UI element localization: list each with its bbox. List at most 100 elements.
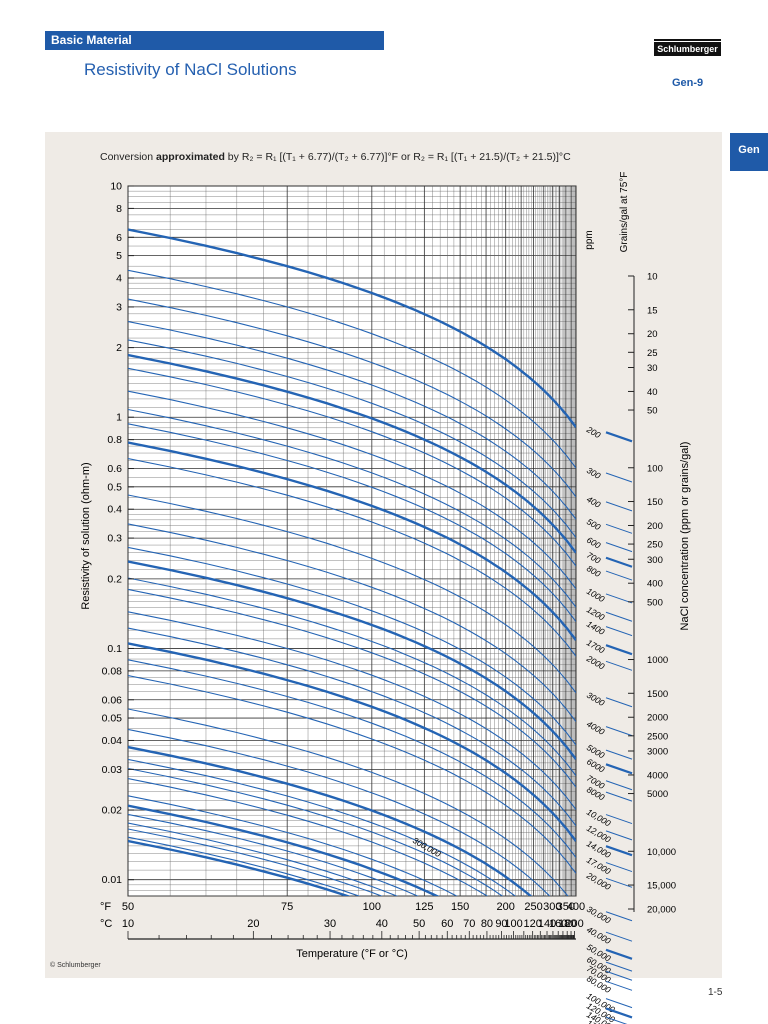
- grains-label: 200: [647, 521, 663, 532]
- x-tick-label-f: 350: [557, 901, 575, 913]
- y-tick-label: 0.2: [107, 573, 122, 585]
- x-tick-label-f: 125: [415, 901, 433, 913]
- series-line: [128, 321, 576, 520]
- y-tick-label: 0.03: [102, 764, 123, 776]
- ppm-connector: [605, 814, 633, 825]
- grains-label: 10: [647, 272, 658, 283]
- grains-label: 25: [647, 348, 658, 359]
- schlumberger-logo: Schlumberger: [654, 39, 721, 56]
- ppm-connector: [605, 845, 633, 857]
- x-tick-label-f: 250: [524, 901, 542, 913]
- grains-label: 250: [647, 540, 663, 551]
- ppm-connector: [605, 611, 633, 622]
- y-tick-label: 0.04: [102, 735, 123, 747]
- series-line: [128, 494, 576, 694]
- grains-label: 20,000: [647, 905, 676, 916]
- grains-label: 2000: [647, 713, 668, 724]
- y-tick-label: 0.02: [102, 805, 123, 817]
- series-line: [128, 767, 504, 896]
- x-tick-label-c: 70: [463, 918, 475, 930]
- ppm-connector: [605, 542, 633, 553]
- series-line: [128, 708, 569, 896]
- ppm-label: 30,000: [585, 904, 613, 926]
- x-tick-label-c: 10: [122, 918, 134, 930]
- ppm-label: 300: [585, 465, 603, 481]
- grains-label: 4000: [647, 770, 668, 781]
- y-tick-label: 0.3: [107, 533, 122, 545]
- ppm-label: 1000: [585, 586, 607, 604]
- grains-label: 15,000: [647, 881, 676, 892]
- y-tick-label: 1: [116, 412, 122, 424]
- series-line: [128, 367, 576, 567]
- ppm-connector: [605, 998, 633, 1009]
- ppm-connector: [605, 948, 633, 960]
- copyright: © Schlumberger: [50, 962, 101, 969]
- y-tick-label: 0.08: [102, 665, 123, 677]
- scale-c-label: °C: [100, 918, 112, 930]
- x-tick-label-f: 150: [451, 901, 469, 913]
- series-line: [128, 611, 576, 810]
- x-tick-label-c: 30: [324, 918, 336, 930]
- y-tick-label: 10: [110, 181, 122, 193]
- grains-label: 40: [647, 387, 658, 398]
- gen-tab[interactable]: Gen: [730, 133, 768, 171]
- series-line: [128, 390, 576, 590]
- series-line: [128, 408, 576, 608]
- x-tick-label-f: 100: [363, 901, 381, 913]
- series-line: [128, 353, 576, 554]
- x-tick-label-f: 200: [497, 901, 515, 913]
- x-tick-label-f: 50: [122, 901, 134, 913]
- grains-axis-label: Grains/gal at 75°F: [619, 172, 630, 253]
- series-line: [128, 423, 576, 622]
- series-line: [128, 588, 576, 788]
- grains-label: 10,000: [647, 847, 676, 858]
- ppm-connector: [605, 626, 633, 637]
- grains-label: 3000: [647, 747, 668, 758]
- grains-label: 500: [647, 597, 663, 608]
- x-tick-label-c: 40: [376, 918, 388, 930]
- x-tick-label-c: 120: [523, 918, 541, 930]
- x-tick-label-f: 400: [567, 901, 585, 913]
- ppm-connector: [605, 862, 633, 873]
- grains-label: 20: [647, 329, 658, 340]
- series-line: [128, 813, 419, 896]
- series-line: [128, 642, 576, 842]
- ppm-connector: [605, 472, 633, 483]
- x-tick-label-c: 200: [565, 918, 583, 930]
- x-tick-label-c: 80: [481, 918, 493, 930]
- ppm-connector: [605, 726, 633, 737]
- x-tick-label-c: 50: [413, 918, 425, 930]
- x-tick-label-c: 180: [558, 918, 576, 930]
- ppm-connector: [605, 961, 633, 972]
- x-tick-label-f: 75: [281, 901, 293, 913]
- y-tick-label: 3: [116, 301, 122, 313]
- series-line: [128, 339, 576, 538]
- ppm-label: 2000: [584, 653, 606, 672]
- grains-label: 150: [647, 497, 663, 508]
- series-line: [128, 804, 440, 896]
- series-line: [128, 778, 489, 896]
- series-line: [128, 546, 576, 746]
- series-line: [128, 745, 533, 896]
- ppm-connector: [605, 644, 633, 656]
- ppm-connector: [605, 501, 633, 512]
- ppm-connector: [605, 1016, 628, 1024]
- chart-grid: [127, 185, 577, 897]
- series-line: [128, 728, 551, 896]
- grains-label: 1500: [647, 689, 668, 700]
- ppm-connector: [605, 980, 633, 991]
- x-tick-label-c: 160: [549, 918, 567, 930]
- ppm-connector: [605, 791, 633, 802]
- ppm-connector: [605, 763, 633, 775]
- series-line: [128, 298, 576, 498]
- series-line: [128, 458, 576, 657]
- x-tick-label-c: 90: [495, 918, 507, 930]
- ppm-connector: [605, 593, 633, 604]
- ppm-label: 400: [585, 494, 603, 510]
- ppm-connector: [605, 830, 633, 841]
- chart-curves: [128, 228, 576, 896]
- ppm-label: 3000: [585, 690, 607, 708]
- y-tick-label: 6: [116, 232, 122, 244]
- series-line: [128, 627, 576, 827]
